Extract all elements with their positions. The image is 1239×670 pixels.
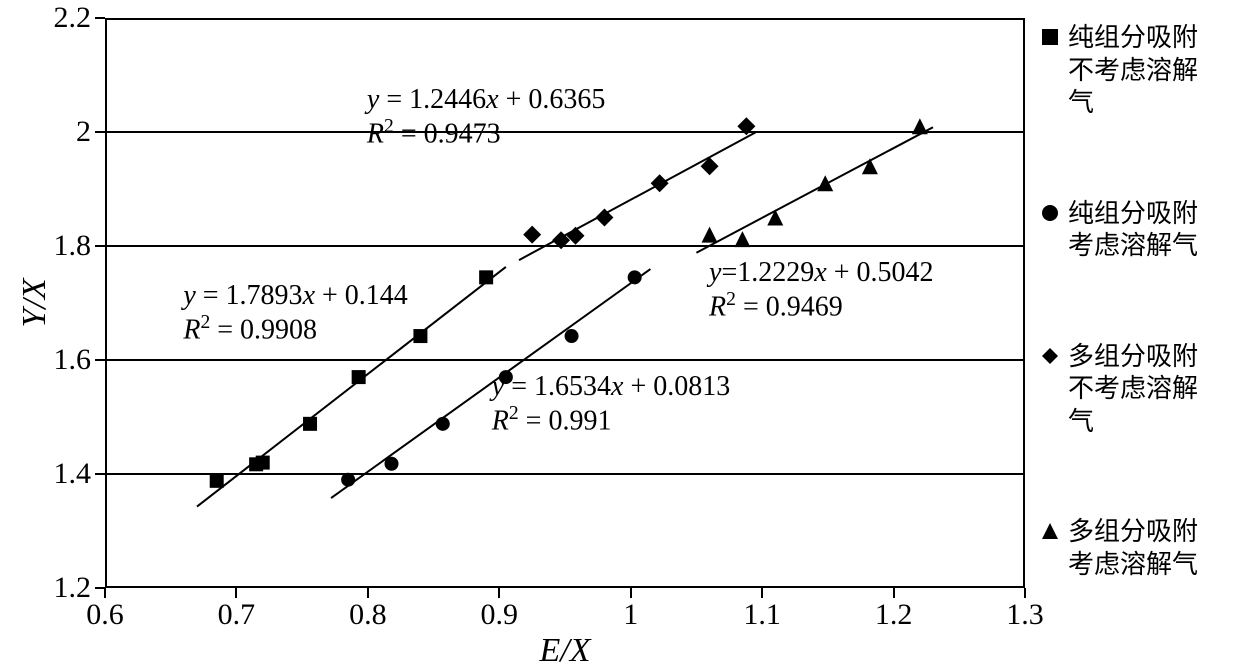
chart-page: { "canvas": { "width": 1239, "height": 6… xyxy=(0,0,1239,665)
equation-annotation: y = 1.7893x + 0.144R2 = 0.9908 xyxy=(183,280,407,346)
equation-annotation: y = 1.2446x + 0.6365R2 = 0.9473 xyxy=(367,84,605,150)
equation-annotation: y=1.2229x + 0.5042R2 = 0.9469 xyxy=(709,257,933,323)
equation-annotation: y = 1.6534x + 0.0813R2 = 0.991 xyxy=(492,371,730,437)
